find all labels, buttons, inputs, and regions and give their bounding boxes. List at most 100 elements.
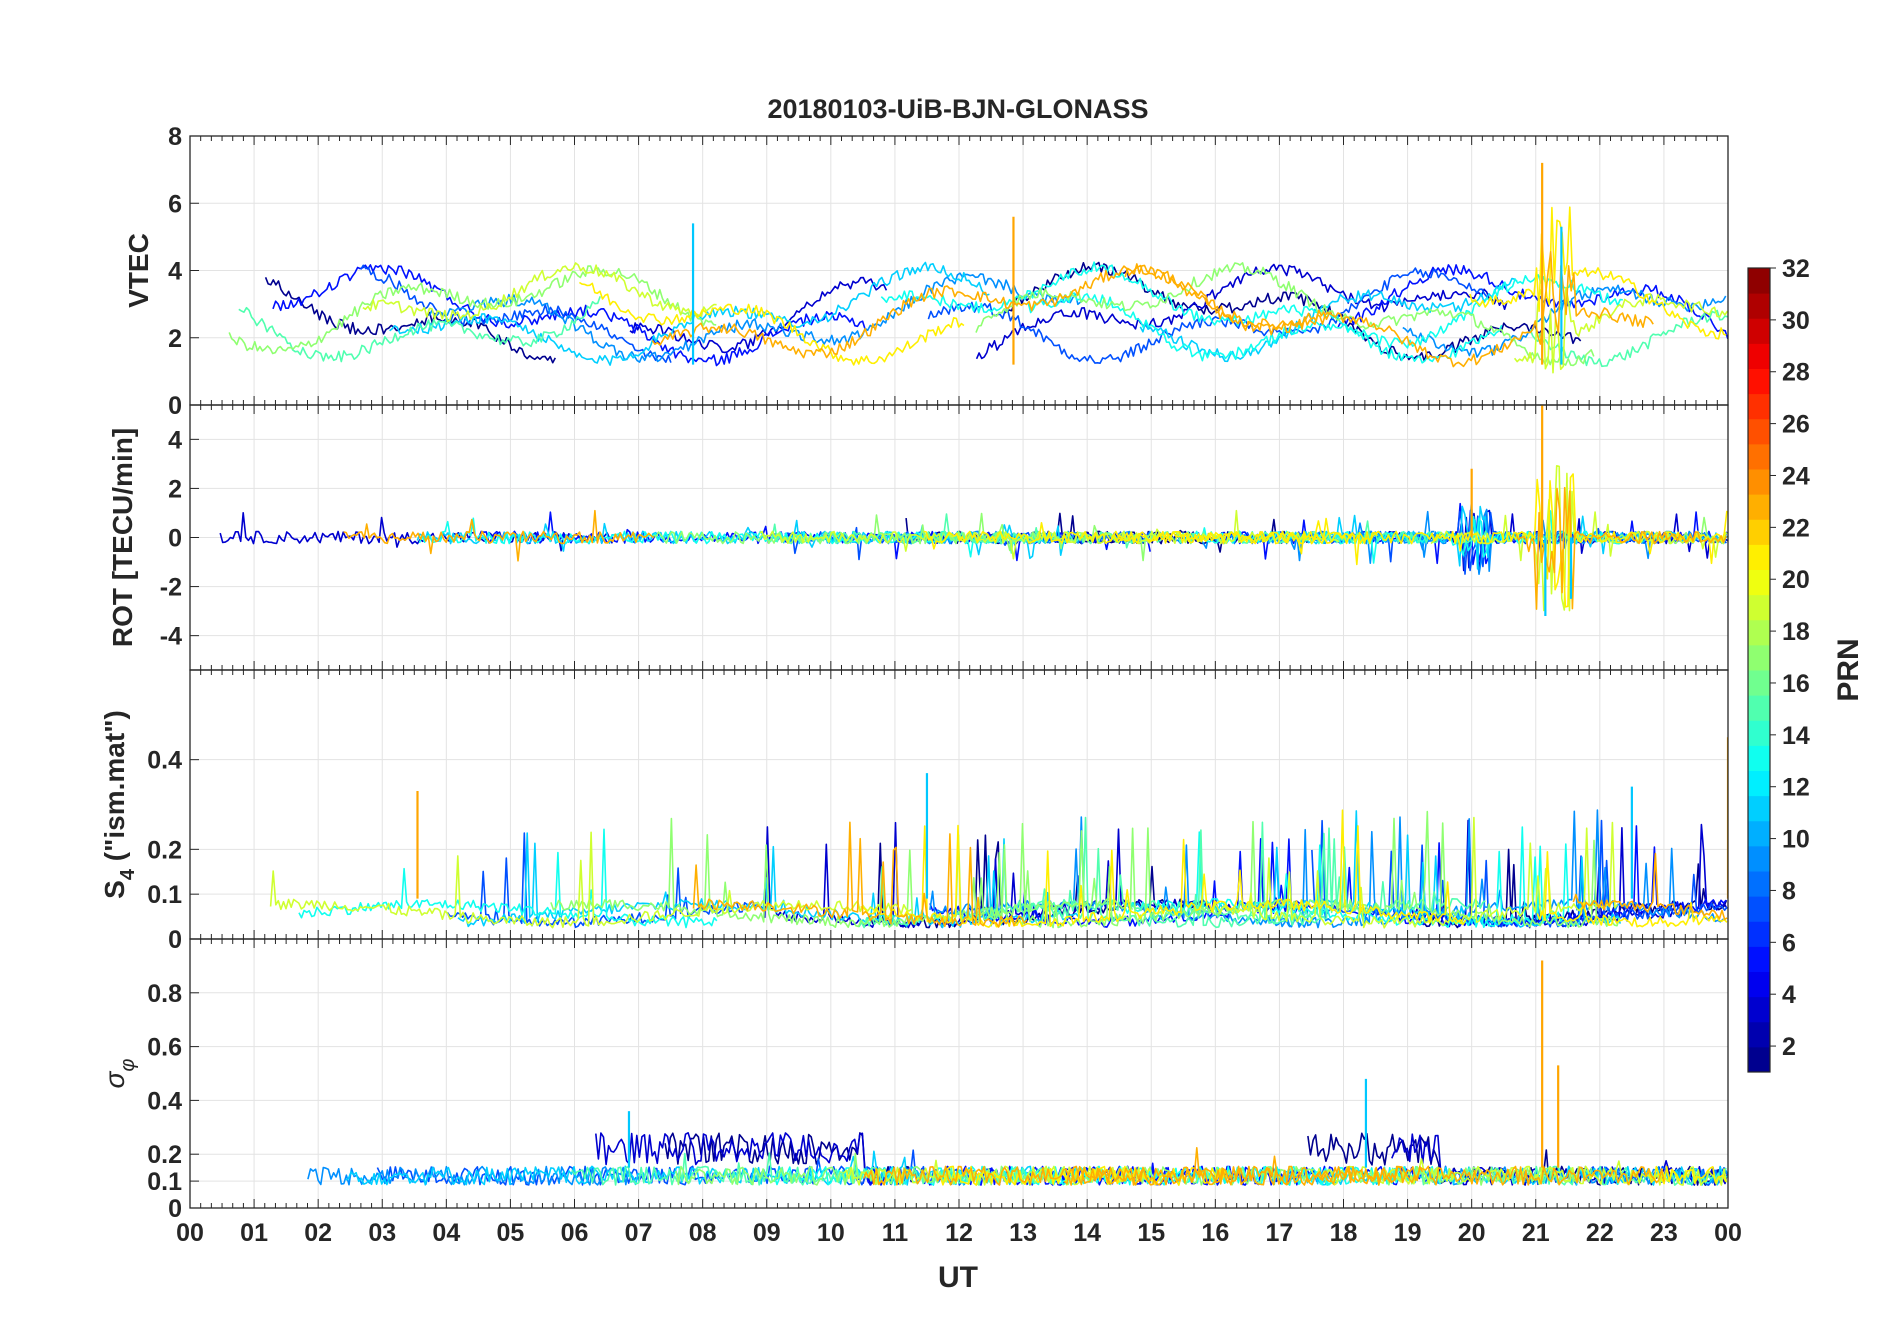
y-axis-label: σφ xyxy=(99,1059,139,1089)
series-line-prn-15 xyxy=(571,1152,1073,1186)
y-axis-label: ROT [TECU/min] xyxy=(107,428,138,647)
series-line-prn-23 xyxy=(1063,1155,1665,1186)
colorbar-tick-label: 2 xyxy=(1782,1033,1796,1061)
colorbar-swatch xyxy=(1748,318,1770,344)
chart-title: 20180103-UiB-BJN-GLONASS xyxy=(767,94,1148,124)
trace-group xyxy=(307,960,1728,1186)
colorbar-swatch xyxy=(1748,871,1770,897)
series-line-prn-23 xyxy=(1572,852,1728,920)
series-line-prn-3 xyxy=(975,263,1508,360)
x-tick-label: 07 xyxy=(625,1219,653,1247)
y-tick-label: 0 xyxy=(168,1195,182,1223)
series-line-prn-23 xyxy=(1515,486,1727,610)
colorbar-label: PRN xyxy=(1832,638,1865,701)
colorbar-swatch xyxy=(1748,921,1770,947)
colorbar-tick-label: 22 xyxy=(1782,514,1810,542)
y-tick-label: -4 xyxy=(160,623,182,651)
series-line-prn-23 xyxy=(1124,251,1654,368)
y-tick-label: 0 xyxy=(168,926,182,954)
colorbar-swatch xyxy=(1748,745,1770,771)
colorbar-swatch xyxy=(1748,619,1770,646)
colorbar-swatch xyxy=(1748,1021,1770,1048)
trace-group xyxy=(228,162,1728,374)
x-tick-label: 00 xyxy=(176,1219,204,1247)
colorbar-tick-label: 4 xyxy=(1782,981,1796,1009)
series-line-prn-13 xyxy=(880,261,1503,364)
colorbar-swatch xyxy=(1748,469,1770,495)
series-line-prn-23 xyxy=(862,1147,1424,1186)
series-line-prn-7 xyxy=(927,267,1488,364)
x-tick-label: 16 xyxy=(1201,1219,1229,1247)
y-tick-label: -2 xyxy=(160,574,182,602)
colorbar-swatch xyxy=(1748,418,1770,445)
y-tick-label: 2 xyxy=(168,475,182,503)
x-tick-label: 10 xyxy=(817,1219,845,1247)
series-line-prn-23 xyxy=(343,509,655,562)
x-tick-label: 11 xyxy=(882,1219,909,1247)
x-ticks xyxy=(189,136,1729,405)
x-tick-label: 05 xyxy=(497,1219,525,1247)
colorbar-swatch xyxy=(1748,443,1770,470)
series-line-prn-15 xyxy=(238,296,601,363)
y-tick-label: 0.4 xyxy=(147,747,182,775)
x-tick-label: 21 xyxy=(1522,1219,1550,1247)
y-tick-label: 0 xyxy=(168,525,182,553)
panel-4: 00.10.2 0.4 0.6 0.8 σφ xyxy=(99,938,1729,1223)
series-line-prn-21 xyxy=(1536,851,1728,928)
panel-2: -4 -2 0 2 4 ROT [TECU/min] xyxy=(107,404,1729,671)
colorbar-swatch xyxy=(1748,670,1770,696)
colorbar-tick-label: 8 xyxy=(1782,877,1796,905)
y-axis-label-sub: φ xyxy=(117,1059,139,1072)
colorbar-tick-label: 10 xyxy=(1782,826,1810,854)
panel-3: 0 0.1 0.2 0.4 S4 ("ism.mat") xyxy=(99,669,1729,954)
y-tick-label: 4 xyxy=(168,426,182,454)
series-line-prn-17 xyxy=(975,262,1595,367)
y-tick-label: 8 xyxy=(168,123,182,151)
series-line-prn-21 xyxy=(1648,1165,1727,1185)
colorbar-tick-label: 26 xyxy=(1782,411,1810,439)
colorbar-swatch xyxy=(1748,494,1770,520)
x-tick-label: 06 xyxy=(561,1219,589,1247)
y-tick-label: 0.1 xyxy=(147,881,182,909)
series-line-prn-17 xyxy=(228,265,717,355)
x-tick-label: 01 xyxy=(240,1219,268,1247)
series-line-prn-23 xyxy=(692,821,1028,928)
series-line-prn-3 xyxy=(595,1132,879,1186)
x-ticks xyxy=(189,939,1729,1208)
colorbar-swatch xyxy=(1748,695,1770,721)
colorbar-swatch xyxy=(1748,795,1770,822)
y-axis-label-main: S xyxy=(99,880,130,899)
x-tick-label: 17 xyxy=(1266,1219,1294,1247)
y-tick-label: 0 xyxy=(168,392,182,420)
x-tick-label: 08 xyxy=(689,1219,717,1247)
y-axis-label-rest: ("ism.mat") xyxy=(99,710,130,869)
colorbar-tick-label: 12 xyxy=(1782,774,1810,802)
trace-group xyxy=(219,405,1728,617)
x-tick-label: 02 xyxy=(304,1219,332,1247)
colorbar-swatch xyxy=(1748,996,1770,1023)
x-tick-label: 13 xyxy=(1009,1219,1037,1247)
x-tick-label: 14 xyxy=(1073,1219,1101,1247)
colorbar-swatch xyxy=(1748,644,1770,671)
x-ticks xyxy=(189,670,1729,939)
x-tick-label: 00 xyxy=(1714,1219,1742,1247)
y-axis-label-sub: 4 xyxy=(117,868,139,880)
series-line-prn-19 xyxy=(362,262,717,323)
x-tick-label: 09 xyxy=(753,1219,781,1247)
colorbar-swatch xyxy=(1748,569,1770,596)
colorbar-swatch xyxy=(1748,946,1770,972)
x-tick-label: 19 xyxy=(1394,1219,1422,1247)
colorbar-frame xyxy=(1747,267,1771,1073)
colorbar-swatch xyxy=(1748,971,1770,998)
x-tick-label: 23 xyxy=(1650,1219,1678,1247)
series-line-prn-17 xyxy=(550,817,1134,928)
y-tick-label: 4 xyxy=(168,258,182,286)
series-line-prn-19 xyxy=(1513,286,1728,374)
colorbar-tick-label: 16 xyxy=(1782,670,1810,698)
panel-1: 0 2 4 6 8 VTEC xyxy=(123,123,1729,420)
colorbar-tick-label: 18 xyxy=(1782,618,1810,646)
series-line-prn-5 xyxy=(272,264,866,367)
colorbar-tick-label: 14 xyxy=(1782,722,1810,750)
series-line-prn-13 xyxy=(298,828,718,929)
